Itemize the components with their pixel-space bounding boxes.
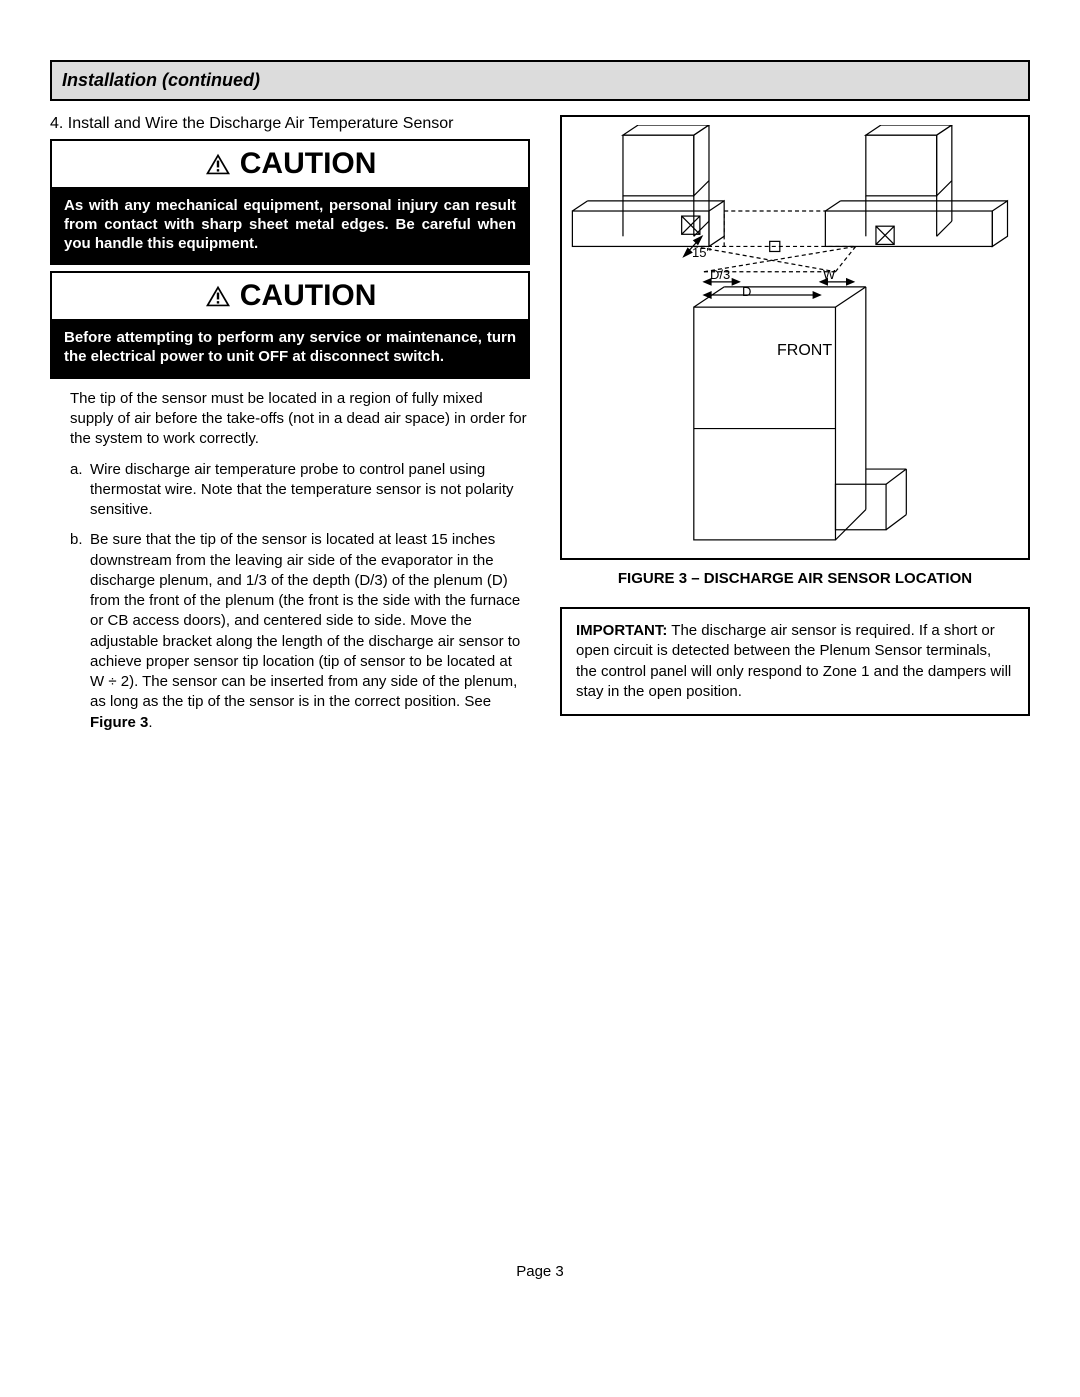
sub-item-a: a. Wire discharge air temperature probe …	[70, 460, 530, 521]
text-b-end: .	[148, 714, 152, 731]
caution-box-1: CAUTION As with any mechanical equipment…	[50, 139, 530, 265]
section-header: Installation (continued)	[50, 60, 1030, 101]
step-number: 4.	[50, 115, 63, 132]
warning-triangle-icon	[204, 152, 232, 176]
step-heading: 4. Install and Wire the Discharge Air Te…	[50, 115, 530, 133]
figure-caption: FIGURE 3 – DISCHARGE AIR SENSOR LOCATION	[560, 570, 1030, 587]
right-column: 15" D/3 D W FRONT FIGURE 3 – DISCHARGE A…	[560, 115, 1030, 743]
text-a: Wire discharge air temperature probe to …	[90, 460, 530, 521]
text-b-main: Be sure that the tip of the sensor is lo…	[90, 531, 520, 710]
marker-a: a.	[70, 460, 90, 521]
sub-item-b: b. Be sure that the tip of the sensor is…	[70, 530, 530, 733]
sensor-diagram-svg	[570, 125, 1020, 550]
two-column-layout: 4. Install and Wire the Discharge Air Te…	[50, 115, 1030, 743]
caution-title-row: CAUTION	[52, 141, 528, 187]
important-box: IMPORTANT: The discharge air sensor is r…	[560, 607, 1030, 716]
label-15in: 15"	[692, 245, 711, 260]
caution-body-1: As with any mechanical equipment, person…	[52, 187, 528, 263]
caution-label-2: CAUTION	[240, 279, 377, 312]
section-title: Installation (continued)	[62, 70, 1018, 91]
caution-label: CAUTION	[240, 147, 377, 180]
text-b-bold: Figure 3	[90, 714, 148, 731]
label-front: FRONT	[777, 342, 832, 360]
text-b: Be sure that the tip of the sensor is lo…	[90, 530, 530, 733]
page-number: Page 3	[50, 1263, 1030, 1280]
warning-triangle-icon	[204, 284, 232, 308]
sub-step-list: a. Wire discharge air temperature probe …	[70, 460, 530, 733]
intro-paragraph: The tip of the sensor must be located in…	[70, 389, 530, 450]
important-label: IMPORTANT:	[576, 622, 667, 639]
page-container: Installation (continued) 4. Install and …	[0, 0, 1080, 1320]
marker-b: b.	[70, 530, 90, 733]
step-text: Install and Wire the Discharge Air Tempe…	[68, 115, 454, 132]
left-column: 4. Install and Wire the Discharge Air Te…	[50, 115, 530, 743]
label-d: D	[742, 284, 751, 299]
figure-box: 15" D/3 D W FRONT	[560, 115, 1030, 560]
caution-title-row-2: CAUTION	[52, 273, 528, 319]
label-w: W	[823, 267, 835, 282]
caution-body-2: Before attempting to perform any service…	[52, 319, 528, 377]
label-d3: D/3	[710, 267, 730, 282]
caution-box-2: CAUTION Before attempting to perform any…	[50, 271, 530, 379]
